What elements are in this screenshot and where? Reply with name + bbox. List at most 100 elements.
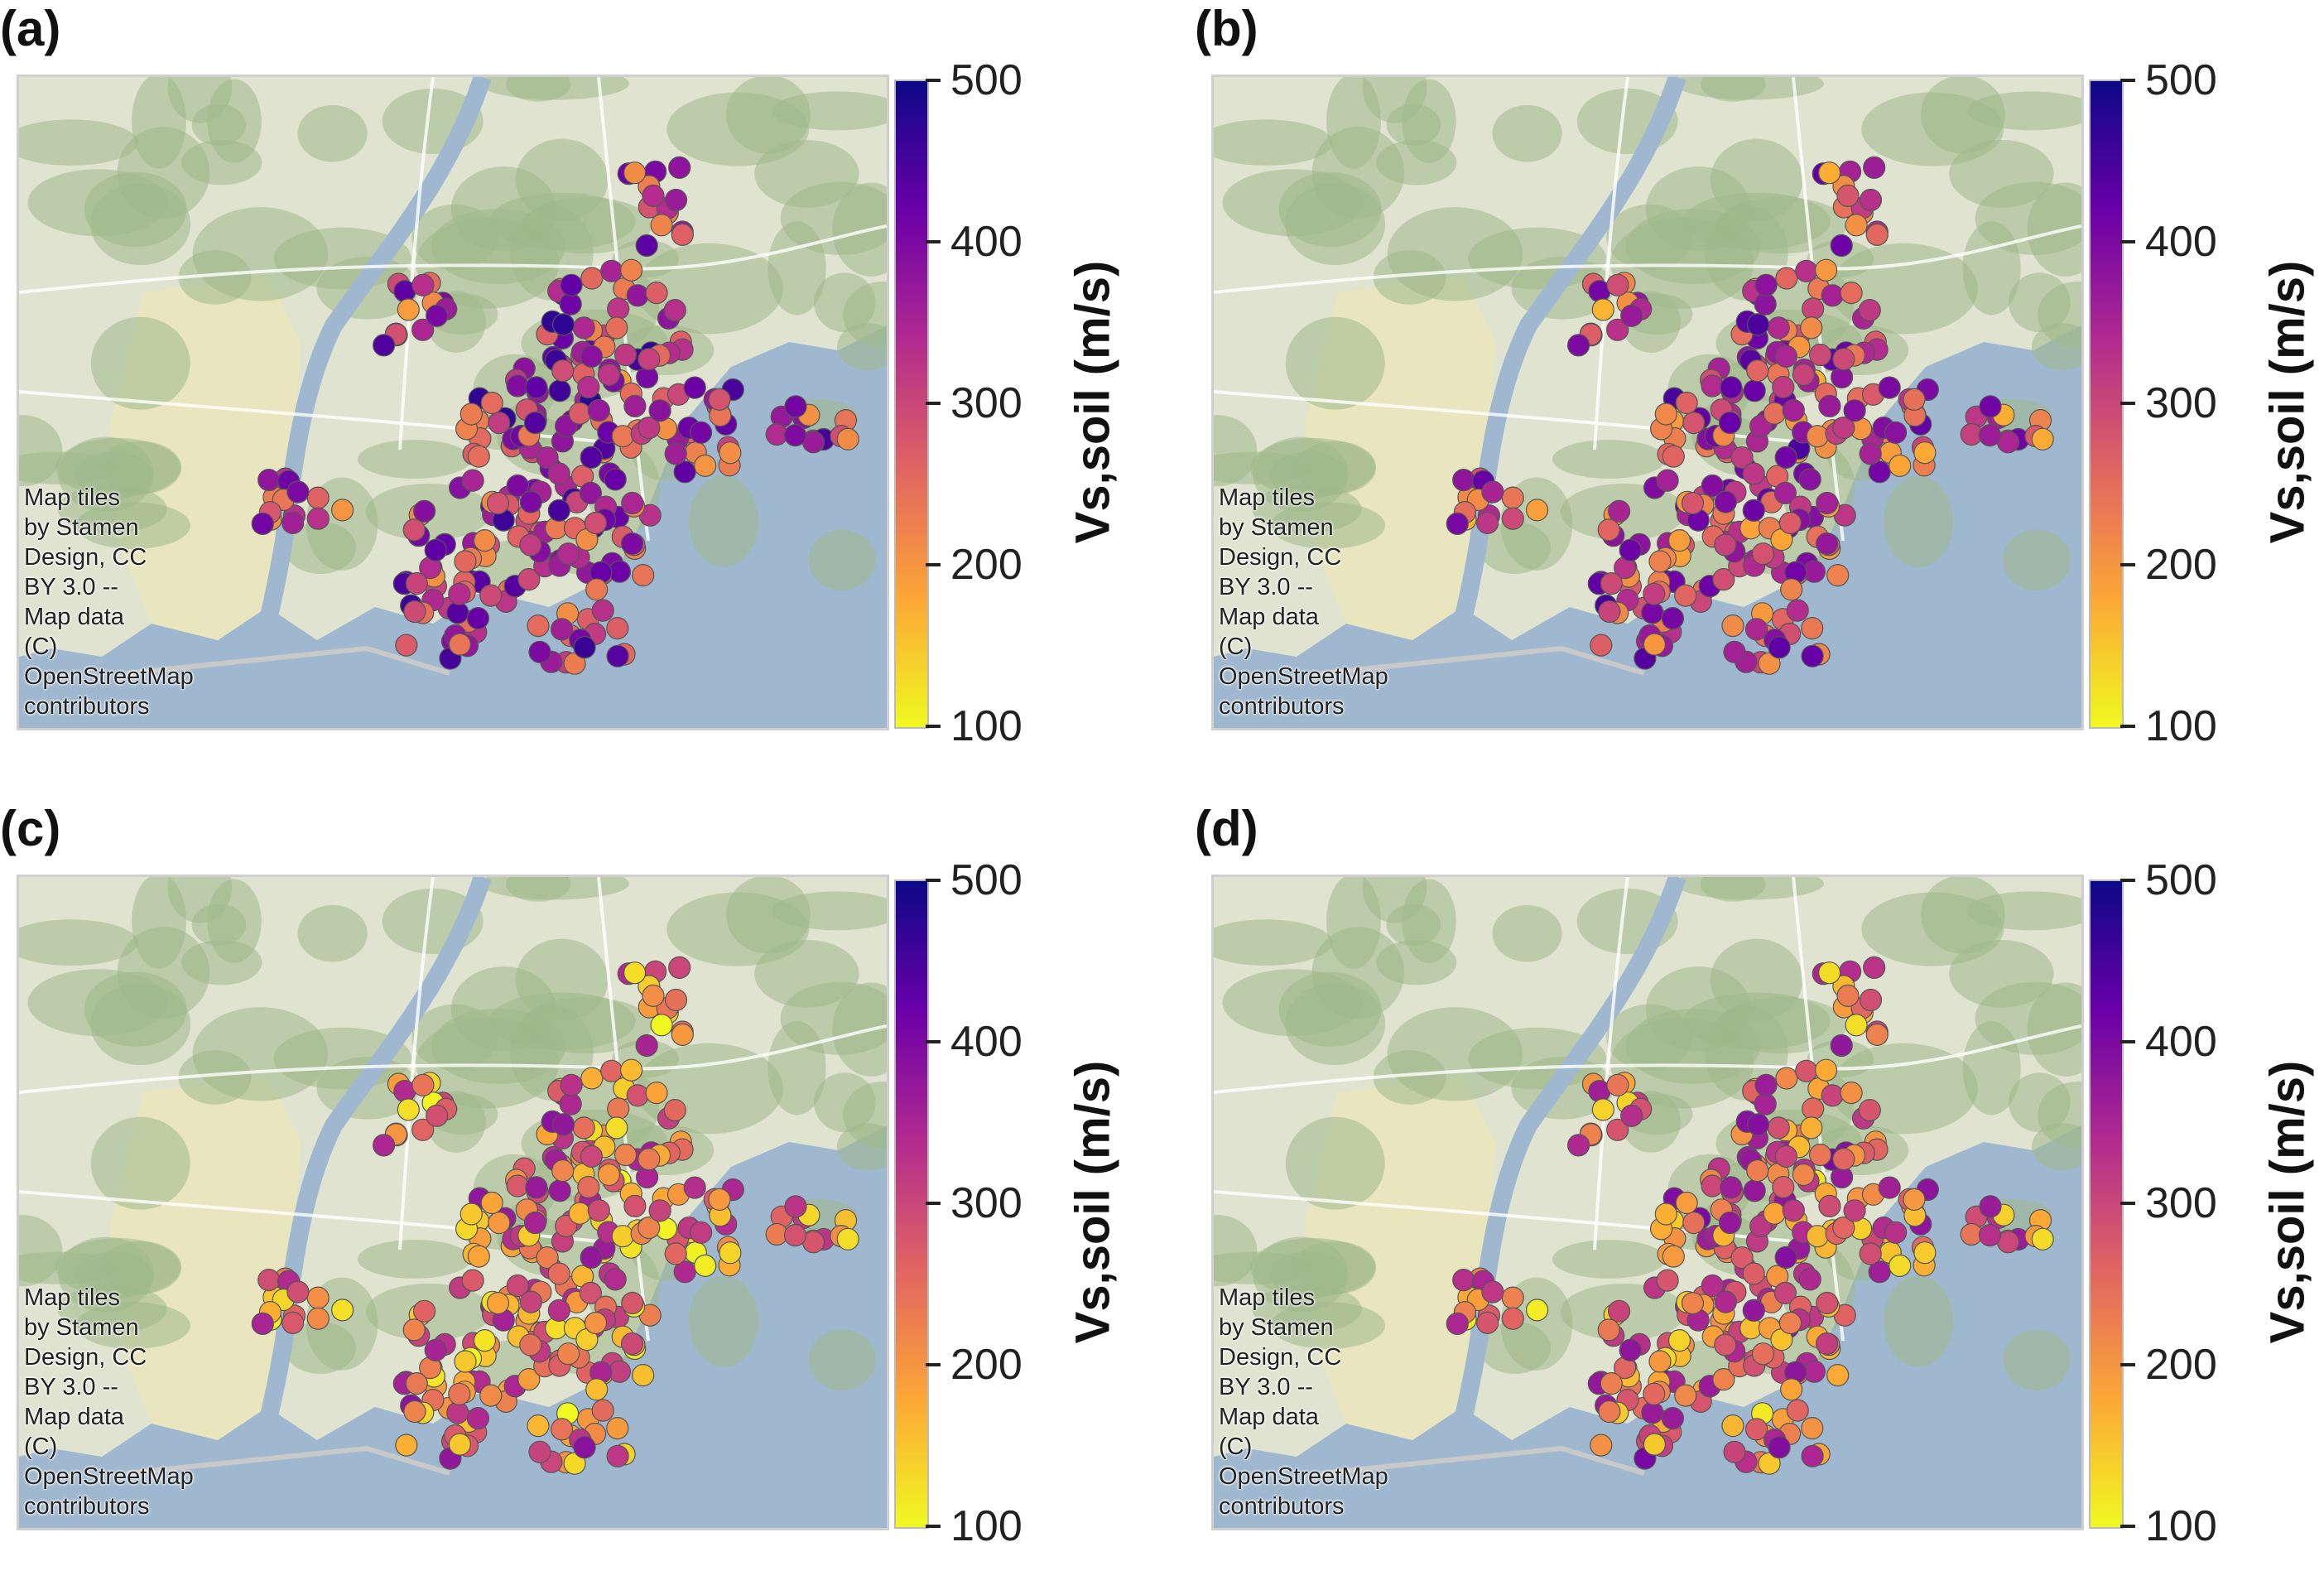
site-marker — [580, 446, 603, 469]
site-marker — [587, 1199, 610, 1222]
site-marker — [1840, 282, 1863, 305]
site-marker — [473, 1328, 497, 1352]
site-marker — [1774, 446, 1797, 469]
map-area[interactable]: Map tiles by Stamen Design, CC BY 3.0 --… — [17, 75, 889, 730]
site-marker — [1758, 1452, 1781, 1475]
site-marker — [479, 584, 503, 607]
colorbar-tick-label: 300 — [950, 379, 1022, 427]
site-marker — [460, 402, 483, 426]
site-marker — [426, 1104, 449, 1127]
site-marker — [306, 1286, 330, 1309]
site-marker — [1718, 1211, 1742, 1235]
colorbar-tick-label: 200 — [950, 1341, 1022, 1389]
site-marker — [1606, 1073, 1629, 1096]
site-marker — [1608, 499, 1631, 523]
site-marker — [1816, 1291, 1839, 1315]
site-marker — [488, 412, 511, 435]
site-marker — [528, 640, 551, 663]
site-marker — [517, 567, 541, 591]
site-marker — [1714, 533, 1737, 557]
site-marker — [645, 1082, 668, 1105]
site-marker — [411, 1118, 435, 1141]
site-marker — [1674, 1384, 1697, 1407]
site-marker — [648, 399, 671, 422]
site-marker — [1656, 1269, 1679, 1292]
site-marker — [1763, 1202, 1786, 1225]
site-marker — [1452, 469, 1475, 492]
site-marker — [1597, 1318, 1620, 1342]
site-marker — [1889, 454, 1912, 477]
colorbar-tick-label: 500 — [950, 56, 1022, 104]
site-marker — [708, 1188, 731, 1211]
map-basemap — [19, 877, 887, 1528]
site-marker — [621, 1291, 644, 1315]
map-attribution: Map tiles by Stamen Design, CC BY 3.0 --… — [24, 1284, 194, 1520]
map-basemap — [1214, 877, 2081, 1528]
site-marker — [642, 184, 665, 207]
map-area[interactable]: Map tiles by Stamen Design, CC BY 3.0 --… — [1211, 75, 2084, 730]
site-marker — [1808, 343, 1832, 367]
site-marker — [579, 481, 603, 504]
site-marker — [1843, 399, 1866, 422]
site-marker — [668, 156, 691, 180]
site-marker — [1720, 1176, 1743, 1199]
scatter-points — [251, 156, 859, 675]
site-marker — [527, 614, 550, 638]
site-marker — [1868, 1260, 1891, 1284]
site-marker — [1802, 1097, 1825, 1120]
site-marker — [1681, 491, 1705, 515]
site-marker — [551, 1113, 575, 1136]
site-marker — [572, 316, 595, 340]
panel-label: (a) — [0, 1, 61, 56]
site-marker — [466, 606, 490, 630]
site-marker — [403, 600, 426, 624]
site-marker — [1476, 511, 1499, 535]
site-marker — [1600, 571, 1623, 595]
site-marker — [525, 1176, 548, 1199]
site-marker — [2031, 427, 2054, 451]
site-marker — [580, 1067, 604, 1090]
site-marker — [1802, 297, 1825, 320]
site-marker — [1620, 1104, 1643, 1127]
site-marker — [548, 1179, 571, 1202]
site-marker — [486, 491, 510, 515]
site-marker — [1712, 567, 1735, 591]
site-marker — [1772, 375, 1795, 399]
map-area[interactable]: Map tiles by Stamen Design, CC BY 3.0 --… — [1211, 875, 2084, 1530]
site-marker — [527, 1414, 550, 1438]
map-area[interactable]: Map tiles by Stamen Design, CC BY 3.0 --… — [17, 875, 889, 1530]
site-marker — [1590, 1434, 1613, 1457]
site-marker — [1667, 528, 1691, 552]
site-marker — [528, 1440, 551, 1463]
site-marker — [461, 1269, 484, 1292]
colorbar-tick-label: 500 — [2145, 856, 2217, 904]
site-marker — [1978, 424, 2002, 447]
site-marker — [626, 1084, 649, 1107]
site-marker — [1746, 313, 1770, 336]
site-marker — [1816, 491, 1839, 515]
scatter-points — [1446, 156, 2054, 675]
site-marker — [467, 445, 490, 468]
site-marker — [1751, 1342, 1775, 1366]
site-marker — [1643, 633, 1667, 656]
colorbar-tick-label: 300 — [2145, 1179, 2217, 1227]
site-marker — [1746, 1159, 1769, 1183]
site-marker — [1865, 223, 1889, 246]
site-marker — [1818, 1194, 1841, 1217]
site-marker — [1742, 462, 1765, 485]
site-marker — [1476, 1311, 1499, 1335]
site-marker — [689, 1221, 713, 1244]
colorbar-tick-label: 100 — [950, 1502, 1022, 1550]
site-marker — [585, 1378, 609, 1401]
site-marker — [547, 1299, 570, 1323]
site-marker — [1814, 1058, 1838, 1082]
map-basemap — [19, 77, 887, 728]
site-marker — [613, 343, 638, 367]
site-marker — [1868, 460, 1891, 484]
site-marker — [584, 1311, 608, 1335]
site-marker — [605, 1116, 628, 1140]
site-marker — [1798, 1268, 1821, 1291]
site-marker — [413, 1299, 436, 1323]
site-marker — [1798, 468, 1821, 491]
site-marker — [783, 1224, 807, 1247]
